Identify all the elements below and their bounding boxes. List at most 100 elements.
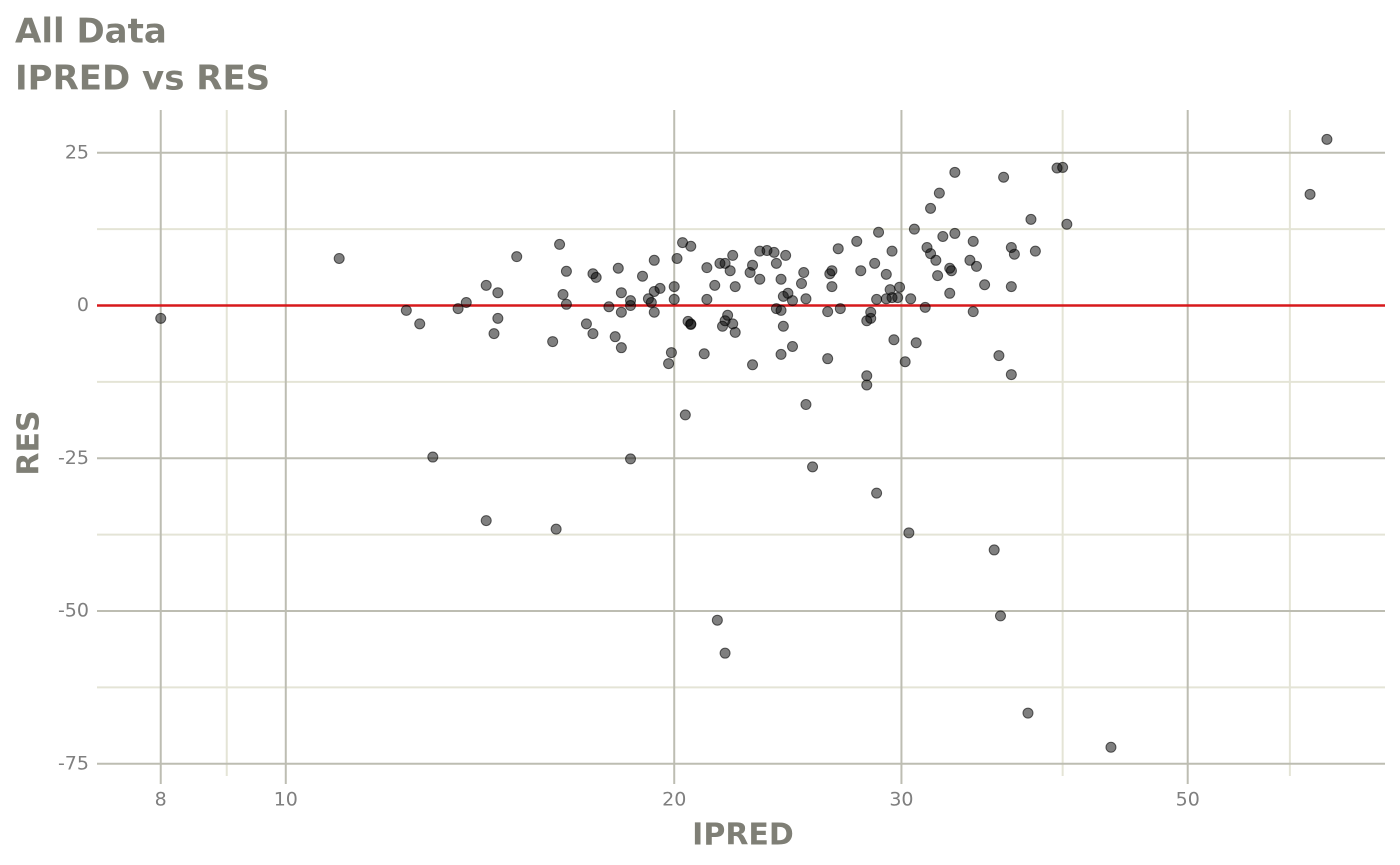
data-point <box>615 342 627 354</box>
data-point <box>648 254 660 266</box>
data-point <box>488 328 500 340</box>
data-point <box>886 245 898 257</box>
data-point <box>971 260 983 272</box>
data-point <box>560 298 572 310</box>
data-point <box>722 309 734 321</box>
data-point <box>648 306 660 318</box>
y-tick-label: -75 <box>58 752 89 774</box>
data-point <box>834 303 846 315</box>
data-point <box>1008 248 1020 260</box>
y-tick-label: -50 <box>58 600 89 622</box>
x-tick-label: 20 <box>662 789 686 811</box>
data-point <box>587 328 599 340</box>
data-point <box>719 647 731 659</box>
data-point <box>709 279 721 291</box>
data-point <box>333 252 345 264</box>
data-point <box>729 326 741 338</box>
data-point <box>400 304 412 316</box>
data-point <box>1029 245 1041 257</box>
data-point <box>645 296 657 308</box>
data-point <box>729 281 741 293</box>
data-point <box>775 304 787 316</box>
data-point <box>671 252 683 264</box>
data-point <box>908 223 920 235</box>
data-point <box>590 271 602 283</box>
data-point <box>550 523 562 535</box>
data-point <box>625 300 637 312</box>
data-point <box>861 370 873 382</box>
data-point <box>609 331 621 343</box>
data-point <box>770 257 782 269</box>
x-tick-label: 10 <box>274 789 298 811</box>
data-point <box>937 230 949 242</box>
data-point <box>698 348 710 360</box>
data-point <box>460 296 472 308</box>
data-point <box>554 238 566 250</box>
data-point <box>685 240 697 252</box>
data-point <box>945 265 957 277</box>
data-point <box>685 318 697 330</box>
y-tick-label: -25 <box>58 447 89 469</box>
data-point <box>414 318 426 330</box>
data-point <box>855 265 867 277</box>
data-point <box>747 259 759 271</box>
data-point <box>777 320 789 332</box>
data-point <box>603 301 615 313</box>
data-point <box>1057 161 1069 173</box>
data-point <box>787 340 799 352</box>
data-point <box>615 287 627 299</box>
data-point <box>967 235 979 247</box>
data-point <box>654 282 666 294</box>
data-point <box>894 281 906 293</box>
data-point <box>865 312 877 324</box>
data-point <box>492 287 504 299</box>
data-point <box>727 249 739 261</box>
data-point <box>796 278 808 290</box>
data-point <box>888 334 900 346</box>
data-point <box>899 356 911 368</box>
data-point <box>480 515 492 527</box>
data-point <box>871 487 883 499</box>
y-tick-label: 25 <box>65 141 89 163</box>
data-point <box>701 293 713 305</box>
data-point <box>560 265 572 277</box>
data-point <box>826 265 838 277</box>
data-point <box>580 318 592 330</box>
data-point <box>557 289 569 301</box>
data-point <box>807 461 819 473</box>
x-tick-label: 30 <box>889 789 913 811</box>
data-point <box>547 336 559 348</box>
data-point <box>798 267 810 279</box>
data-point <box>822 306 834 318</box>
data-point <box>979 279 991 291</box>
y-tick-label: 0 <box>77 294 89 316</box>
data-point <box>988 544 1000 556</box>
data-point <box>679 409 691 421</box>
data-point <box>775 273 787 285</box>
data-point <box>800 293 812 305</box>
data-point <box>155 312 167 324</box>
data-point <box>427 451 439 463</box>
data-point <box>871 293 883 305</box>
data-point <box>993 350 1005 362</box>
data-point <box>480 279 492 291</box>
data-point <box>724 265 736 277</box>
data-point <box>932 270 944 282</box>
data-point <box>1061 218 1073 230</box>
data-point <box>869 257 881 269</box>
data-point <box>1022 707 1034 719</box>
data-point <box>905 293 917 305</box>
y-axis-title: RES <box>12 410 47 475</box>
data-point <box>452 303 464 315</box>
data-point <box>933 187 945 199</box>
data-point <box>998 171 1010 183</box>
data-point <box>800 399 812 411</box>
data-point <box>665 347 677 359</box>
data-point <box>668 281 680 293</box>
data-point <box>919 301 931 313</box>
data-point <box>637 270 649 282</box>
data-point <box>994 610 1006 622</box>
data-point <box>625 453 637 465</box>
data-point <box>1105 741 1117 753</box>
data-point <box>873 226 885 238</box>
